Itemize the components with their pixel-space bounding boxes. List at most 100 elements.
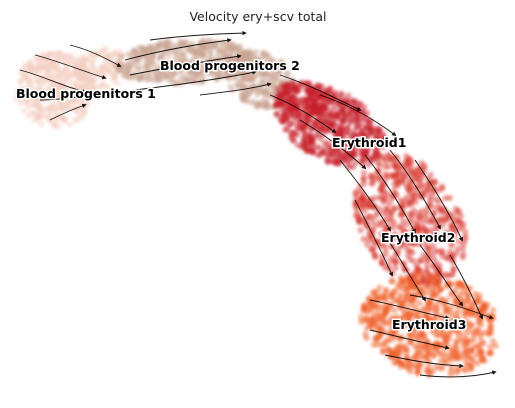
cell-point <box>458 284 465 291</box>
cell-point <box>450 266 458 273</box>
cell-point <box>408 168 415 176</box>
velocity-streamline <box>419 370 497 378</box>
cell-point <box>22 86 29 93</box>
cell-point <box>215 48 223 55</box>
cell-point <box>107 68 114 76</box>
cell-point <box>364 146 371 153</box>
cell-point <box>471 311 478 318</box>
cell-point <box>286 121 293 129</box>
cell-point <box>23 73 30 81</box>
cell-point <box>389 234 397 241</box>
cell-point <box>125 63 132 71</box>
cell-point <box>136 64 143 71</box>
cell-point <box>256 57 263 64</box>
velocity-streamline <box>384 234 426 302</box>
cell-point <box>470 331 477 338</box>
cell-point <box>165 52 172 59</box>
cell-point <box>376 330 384 337</box>
cell-point <box>207 60 214 67</box>
cell-point <box>430 352 437 360</box>
cell-point <box>462 351 470 358</box>
cell-point <box>124 69 131 76</box>
cell-point <box>342 157 349 165</box>
velocity-streamline <box>299 119 367 170</box>
cell-point <box>346 111 354 118</box>
cell-point <box>162 43 170 50</box>
cell-point <box>339 106 346 114</box>
cell-point <box>258 99 265 106</box>
cell-point <box>32 86 39 94</box>
cell-point <box>190 69 197 76</box>
cell-point <box>192 53 199 61</box>
velocity-streamline <box>369 329 450 350</box>
cell-point <box>72 117 79 124</box>
cell-point <box>420 354 428 361</box>
cell-point <box>384 172 391 179</box>
cell-point <box>329 151 336 158</box>
velocity-streamline <box>34 54 107 80</box>
cell-point <box>160 57 167 65</box>
cell-point <box>454 314 461 322</box>
cell-point <box>377 294 385 302</box>
cell-point <box>62 75 69 82</box>
cell-point <box>429 217 436 224</box>
cell-point <box>433 315 440 322</box>
cell-point <box>369 129 376 137</box>
cell-point <box>419 232 427 240</box>
cell-point <box>66 121 74 128</box>
cell-point <box>388 293 395 300</box>
cell-point <box>365 161 372 168</box>
cell-point <box>127 74 135 82</box>
velocity-streamline <box>129 54 242 76</box>
cell-point <box>347 136 354 143</box>
cell-point <box>172 49 179 56</box>
cell-point <box>43 105 50 112</box>
cell-point <box>391 307 398 314</box>
cell-point <box>424 227 431 235</box>
cell-point <box>380 233 388 240</box>
cell-point <box>17 100 25 107</box>
cell-point <box>371 288 378 296</box>
cell-point <box>409 249 416 256</box>
cell-point <box>418 285 425 292</box>
cell-point <box>361 207 368 215</box>
cell-point <box>264 89 271 96</box>
cell-point <box>429 279 436 286</box>
cell-point <box>27 84 34 91</box>
cell-point <box>405 185 412 192</box>
cell-point <box>25 112 32 119</box>
cell-point <box>417 184 425 191</box>
cell-point <box>430 231 437 238</box>
cell-point <box>45 110 53 117</box>
cell-point <box>250 98 257 105</box>
cell-point <box>386 152 393 159</box>
cell-point <box>35 113 43 120</box>
cell-point <box>63 68 71 75</box>
cell-point <box>296 86 303 93</box>
cell-point <box>417 214 424 221</box>
cell-point <box>35 60 42 68</box>
cell-point <box>206 69 213 77</box>
cell-point <box>468 348 475 355</box>
cell-point <box>82 82 90 89</box>
cell-point <box>124 50 132 58</box>
cell-point <box>408 309 416 316</box>
cell-point <box>487 321 494 329</box>
cell-point <box>474 326 481 333</box>
velocity-streamline <box>149 30 247 41</box>
cell-point <box>277 92 284 99</box>
cell-point <box>31 110 38 117</box>
velocity-streamline <box>69 44 122 67</box>
cell-point <box>391 288 398 295</box>
cell-point <box>308 134 315 142</box>
cell-point <box>407 201 414 208</box>
velocity-streamline <box>319 94 397 137</box>
cell-point <box>78 96 86 104</box>
cell-point <box>459 321 467 328</box>
cell-point <box>379 258 386 266</box>
cell-point <box>88 82 96 89</box>
cell-point <box>478 348 486 356</box>
cell-point <box>429 368 436 375</box>
cell-point <box>400 237 407 244</box>
cell-point <box>316 82 323 90</box>
